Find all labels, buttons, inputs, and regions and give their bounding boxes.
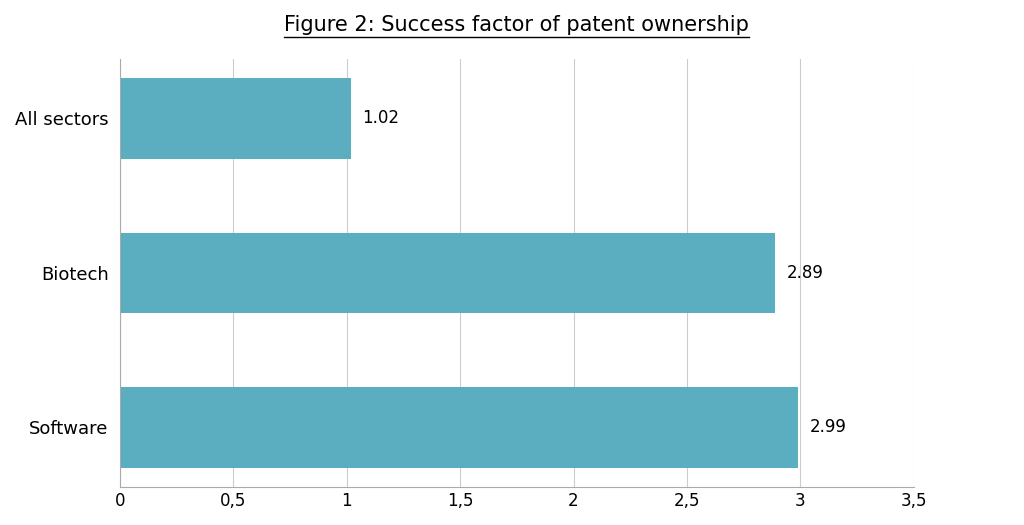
- Text: 2.89: 2.89: [786, 264, 823, 282]
- Bar: [120, 78, 351, 159]
- Title: Figure 2: Success factor of patent ownership: Figure 2: Success factor of patent owner…: [285, 15, 750, 35]
- Bar: [120, 233, 775, 313]
- Text: 2.99: 2.99: [809, 418, 847, 436]
- Text: 1.02: 1.02: [362, 109, 399, 128]
- Bar: [120, 387, 798, 468]
